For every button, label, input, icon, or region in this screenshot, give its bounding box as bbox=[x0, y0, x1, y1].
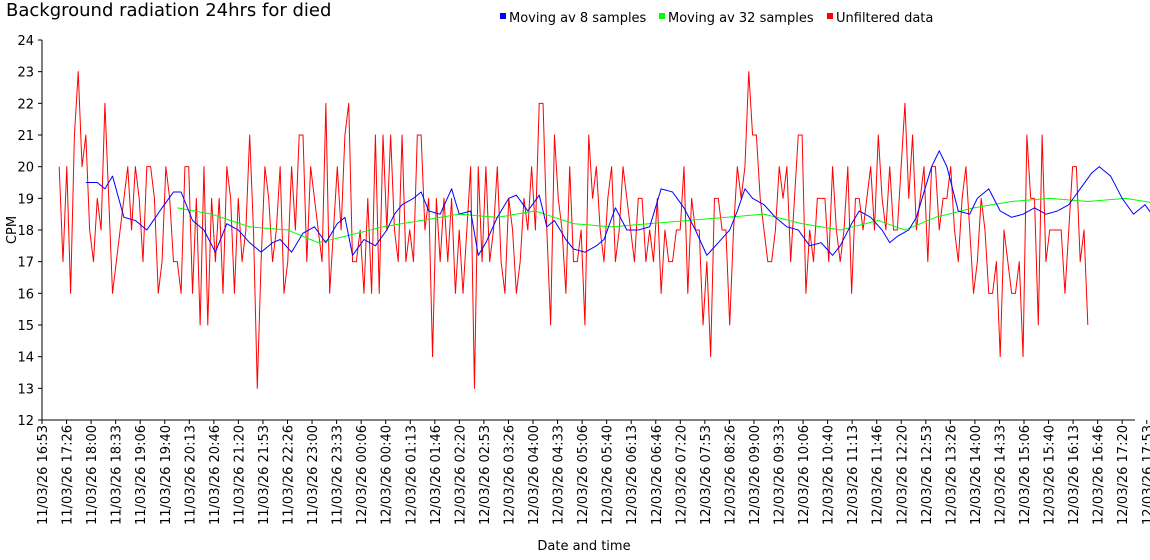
y-tick-label: 18 bbox=[17, 224, 34, 239]
x-tick-label: 12/03/26 06:46 bbox=[650, 425, 665, 525]
x-tick-label: 12/03/26 04:00 bbox=[527, 425, 542, 525]
x-axis-ticks: 11/03/26 16:53 11/03/26 17:26 11/03/26 18:… bbox=[36, 420, 1150, 525]
x-tick-label: 12/03/26 02:53 bbox=[478, 425, 493, 525]
y-tick-label: 12 bbox=[17, 414, 34, 429]
legend-item-unfiltered: Unfiltered data bbox=[827, 11, 933, 26]
series-layer bbox=[58, 71, 1150, 389]
x-tick-label: 11/03/26 18:00 bbox=[85, 425, 100, 525]
x-tick-label: 11/03/26 23:00 bbox=[306, 425, 321, 525]
chart-title: Background radiation 24hrs for died bbox=[6, 0, 331, 21]
x-tick-label: 11/03/26 19:40 bbox=[159, 425, 174, 525]
legend-swatch-moving-av-8 bbox=[500, 13, 506, 19]
x-tick-label: 11/03/26 17:26 bbox=[61, 425, 76, 525]
x-tick-label: 12/03/26 06:13 bbox=[625, 425, 640, 525]
x-tick-label: 12/03/26 09:33 bbox=[773, 425, 788, 525]
x-tick-label: 12/03/26 16:46 bbox=[1092, 425, 1107, 525]
x-tick-label: 12/03/26 01:13 bbox=[404, 425, 419, 525]
x-tick-label: 12/03/26 01:46 bbox=[429, 425, 444, 525]
y-tick-label: 17 bbox=[17, 256, 34, 271]
legend-label-moving-av-8: Moving av 8 samples bbox=[509, 11, 647, 26]
x-tick-label: 12/03/26 15:40 bbox=[1043, 425, 1058, 525]
legend-item-moving-av-32: Moving av 32 samples bbox=[659, 11, 814, 26]
x-tick-label: 12/03/26 05:06 bbox=[576, 425, 591, 525]
x-tick-label: 12/03/26 13:26 bbox=[944, 425, 959, 525]
legend-item-moving-av-8: Moving av 8 samples bbox=[500, 11, 647, 26]
y-tick-label: 16 bbox=[17, 287, 34, 302]
y-tick-label: 14 bbox=[17, 351, 34, 366]
x-tick-label: 12/03/26 09:00 bbox=[748, 425, 763, 525]
x-tick-label: 11/03/26 21:53 bbox=[257, 425, 272, 525]
x-tick-label: 11/03/26 16:53 bbox=[36, 425, 51, 525]
x-axis-label: Date and time bbox=[537, 539, 630, 554]
x-tick-label: 12/03/26 14:00 bbox=[969, 425, 984, 525]
x-tick-label: 11/03/26 23:33 bbox=[331, 425, 346, 525]
y-tick-label: 13 bbox=[17, 382, 34, 397]
x-tick-label: 11/03/26 22:26 bbox=[282, 425, 297, 525]
x-tick-label: 12/03/26 17:53 bbox=[1141, 425, 1150, 525]
x-tick-label: 12/03/26 10:40 bbox=[822, 425, 837, 525]
x-tick-label: 12/03/26 14:33 bbox=[993, 425, 1008, 525]
y-tick-label: 23 bbox=[17, 66, 34, 81]
x-tick-label: 12/03/26 11:46 bbox=[871, 425, 886, 525]
x-tick-label: 12/03/26 15:06 bbox=[1018, 425, 1033, 525]
y-axis-label: CPM bbox=[5, 216, 20, 244]
x-tick-label: 12/03/26 00:06 bbox=[355, 425, 370, 525]
y-tick-label: 24 bbox=[17, 34, 34, 49]
y-tick-label: 22 bbox=[17, 97, 34, 112]
x-tick-label: 12/03/26 11:13 bbox=[846, 425, 861, 525]
series-moving-av-32 bbox=[177, 197, 1150, 244]
x-tick-label: 11/03/26 18:33 bbox=[110, 425, 125, 525]
x-tick-label: 11/03/26 20:46 bbox=[208, 425, 223, 525]
legend-label-moving-av-32: Moving av 32 samples bbox=[668, 11, 814, 26]
legend-label-unfiltered: Unfiltered data bbox=[836, 11, 933, 26]
x-tick-label: 12/03/26 02:20 bbox=[453, 425, 468, 525]
y-tick-label: 15 bbox=[17, 319, 34, 334]
x-tick-label: 12/03/26 08:26 bbox=[723, 425, 738, 525]
x-tick-label: 12/03/26 07:20 bbox=[674, 425, 689, 525]
x-tick-label: 12/03/26 17:20 bbox=[1116, 425, 1131, 525]
x-tick-label: 12/03/26 10:06 bbox=[797, 425, 812, 525]
legend: Moving av 8 samples Moving av 32 samples… bbox=[500, 11, 933, 26]
y-axis-ticks: 12 13 14 15 16 17 18 19 20 21 22 23 24 bbox=[17, 34, 42, 429]
x-tick-label: 12/03/26 04:33 bbox=[552, 425, 567, 525]
x-tick-label: 11/03/26 21:20 bbox=[232, 425, 247, 525]
x-tick-label: 12/03/26 07:53 bbox=[699, 425, 714, 525]
series-unfiltered bbox=[58, 71, 1089, 389]
x-tick-label: 12/03/26 00:40 bbox=[380, 425, 395, 525]
legend-swatch-moving-av-32 bbox=[659, 13, 665, 19]
series-moving-av-8 bbox=[85, 150, 1150, 256]
x-tick-label: 12/03/26 12:20 bbox=[895, 425, 910, 525]
x-tick-label: 11/03/26 20:13 bbox=[183, 425, 198, 525]
y-tick-label: 19 bbox=[17, 192, 34, 207]
x-tick-label: 12/03/26 03:26 bbox=[502, 425, 517, 525]
x-tick-label: 12/03/26 16:13 bbox=[1067, 425, 1082, 525]
x-tick-label: 11/03/26 19:06 bbox=[134, 425, 149, 525]
x-tick-label: 12/03/26 12:53 bbox=[920, 425, 935, 525]
x-tick-label: 12/03/26 05:40 bbox=[601, 425, 616, 525]
legend-swatch-unfiltered bbox=[827, 13, 833, 19]
y-tick-label: 20 bbox=[17, 161, 34, 176]
y-tick-label: 21 bbox=[17, 129, 34, 144]
